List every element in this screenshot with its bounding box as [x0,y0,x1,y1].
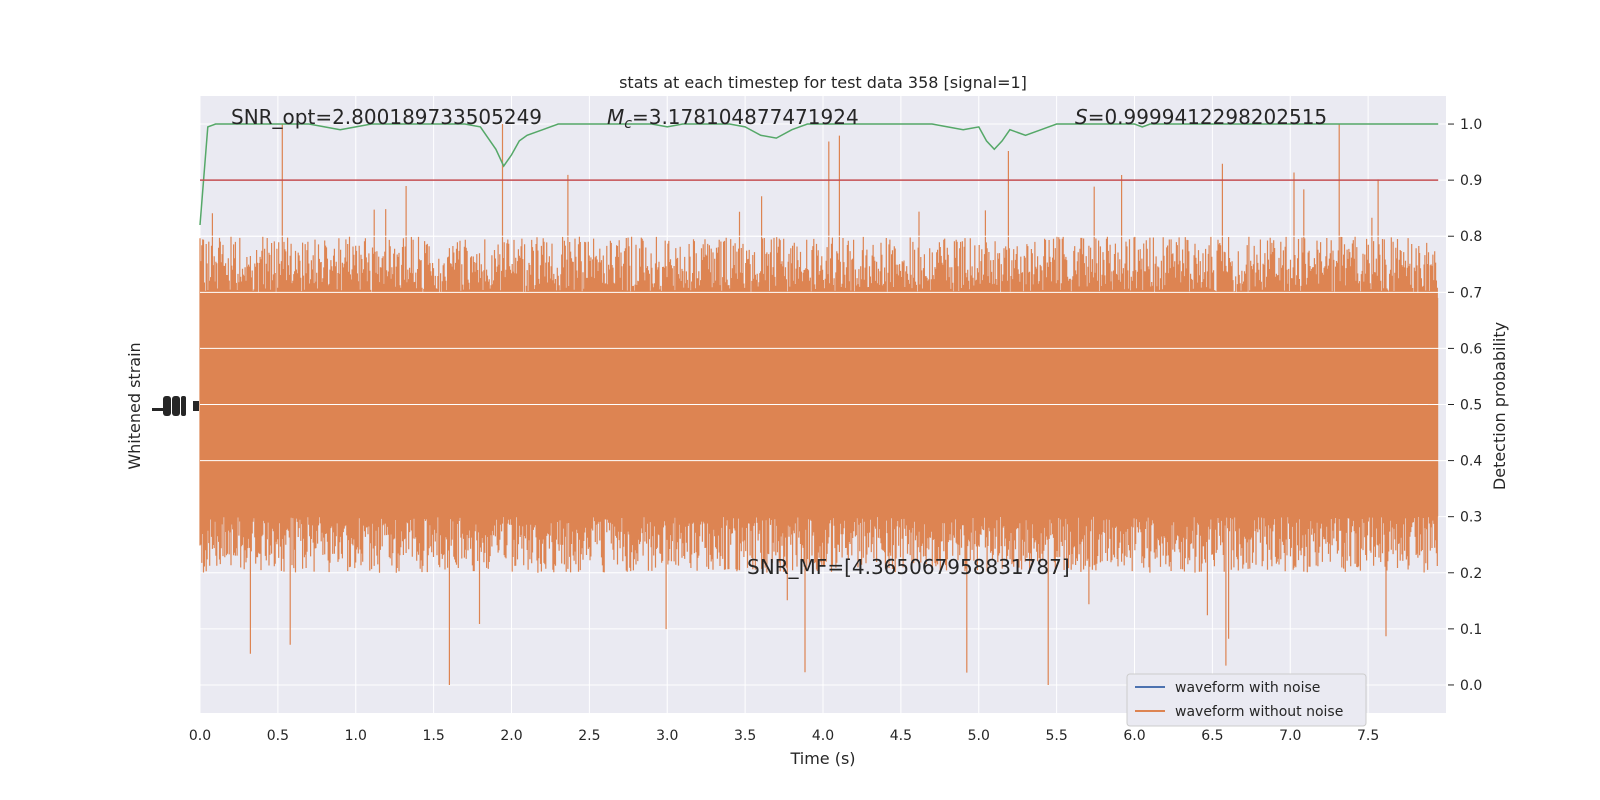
legend: waveform with noise waveform without noi… [1126,673,1367,727]
x-tick-label: 5.0 [968,728,990,744]
legend-label-with-noise: waveform with noise [1175,680,1320,696]
snr-opt-annotation: SNR_opt=2.800189733505249 [231,105,542,129]
x-tick-label: 3.0 [656,728,678,744]
y-tick-label: 0.6 [1460,341,1482,357]
y-tick-label: 0.3 [1460,510,1482,526]
y-tick-label: 1.0 [1460,117,1482,133]
s-symbol: S [1075,105,1088,129]
y-tick-label: 0.5 [1460,398,1482,414]
lines [199,123,1439,226]
chirp-mass-subscript: c [624,116,632,132]
left-axis-tick-cluster [152,396,199,416]
x-tick-label: 6.0 [1123,728,1145,744]
chirp-mass-value: =3.178104877471924 [632,105,859,129]
detection-probability-line [199,123,1439,226]
ticks: 0.0 0.5 1.0 1.5 2.0 2.5 3.0 3.5 4.0 4.5 5.0 5.5 6.0 6… [189,117,1482,744]
x-tick-label: 0.5 [267,728,289,744]
x-tick-label: 1.0 [345,728,367,744]
legend-label-without-noise: waveform without noise [1175,704,1343,720]
x-tick-label: 4.0 [812,728,834,744]
x-tick-label: 1.5 [422,728,444,744]
x-axis-label: Time (s) [789,749,855,768]
chirp-mass-symbol: M [607,105,624,129]
x-tick-label: 6.5 [1201,728,1223,744]
y-axis-label-left: Whitened strain [125,342,144,469]
y-tick-label: 0.7 [1460,285,1482,301]
x-tick-label: 7.0 [1279,728,1301,744]
x-tick-label: 0.0 [189,728,211,744]
x-tick-label: 7.5 [1357,728,1379,744]
x-tick-label: 4.5 [890,728,912,744]
y-tick-label: 0.8 [1460,229,1482,245]
y-tick-label: 0.1 [1460,622,1482,638]
s-annotation: S=0.9999412298202515 [1075,105,1327,129]
y-tick-label: 0.0 [1460,678,1482,694]
snr-mf-annotation: SNR_MF=[4.365067958831787] [747,555,1070,579]
y-axis-label-right: Detection probability [1490,322,1509,490]
chirp-mass-annotation: Mc=3.178104877471924 [607,105,859,132]
chart-title: stats at each timestep for test data 358… [619,73,1027,92]
waveform-spikes [199,124,1438,685]
x-tick-label: 5.5 [1045,728,1067,744]
y-tick-label: 0.4 [1460,454,1482,470]
waveform-without-noise-trace [199,124,1446,685]
y-tick-label: 0.2 [1460,566,1482,582]
x-tick-label: 2.5 [578,728,600,744]
x-tick-label: 3.5 [734,728,756,744]
x-tick-label: 2.0 [500,728,522,744]
s-value: =0.9999412298202515 [1088,105,1327,129]
y-tick-label: 0.9 [1460,173,1482,189]
legend-box [1126,673,1367,727]
